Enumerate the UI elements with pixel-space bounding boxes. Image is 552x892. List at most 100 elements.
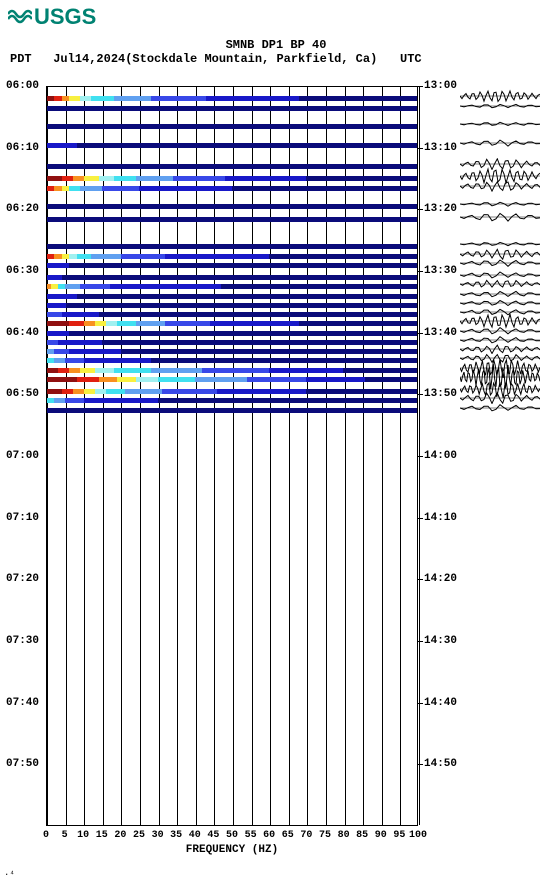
waveform-trace [460, 241, 540, 247]
spectrogram-segment [306, 389, 417, 394]
spectrogram-segment [69, 263, 417, 268]
spectrogram-segment [69, 368, 80, 373]
spectrogram-row [47, 389, 417, 394]
tick-mark [418, 271, 423, 272]
spectrogram-segment [69, 254, 76, 259]
waveform-panel [460, 86, 540, 826]
spectrogram-segment [80, 368, 95, 373]
spectrogram-segment [47, 368, 58, 373]
spectrogram-segment [114, 368, 151, 373]
waveform-trace [460, 271, 540, 279]
spectrogram-row [47, 331, 417, 336]
spectrogram-segment [210, 321, 299, 326]
gridline [345, 87, 346, 825]
spectrogram-row [47, 284, 417, 289]
spectrogram-segment [77, 377, 99, 382]
spectrogram-segment [117, 321, 136, 326]
tick-mark [418, 518, 423, 519]
tick-mark [418, 333, 423, 334]
spectrogram-segment [136, 377, 158, 382]
spectrogram-segment [269, 368, 343, 373]
spectrogram-segment [47, 217, 417, 222]
y-tick-right: 14:00 [424, 450, 457, 462]
spectrogram-row [47, 294, 417, 299]
x-tick-label: 10 [77, 830, 89, 841]
spectrogram-segment [84, 321, 95, 326]
waveform-trace [460, 89, 540, 103]
x-tick-label: 90 [375, 830, 387, 841]
spectrogram-row [47, 164, 417, 169]
spectrogram-row [47, 340, 417, 345]
y-tick-left: 06:40 [6, 327, 39, 339]
gridline [214, 87, 215, 825]
spectrogram-row [47, 303, 417, 308]
waveform-trace [460, 248, 540, 260]
spectrogram-segment [54, 186, 61, 191]
spectrogram-segment [95, 368, 114, 373]
x-tick-label: 20 [114, 830, 126, 841]
logo-text: USGS [34, 4, 96, 29]
spectrogram-segment [47, 398, 54, 403]
waveform-trace [460, 336, 540, 344]
spectrogram-segment [69, 331, 417, 336]
spectrogram-row [47, 217, 417, 222]
gridline [140, 87, 141, 825]
spectrogram-segment [106, 321, 117, 326]
spectrogram-segment [47, 321, 69, 326]
spectrogram-segment [232, 186, 417, 191]
x-tick-label: 55 [245, 830, 257, 841]
spectrogram-segment [299, 321, 417, 326]
gridline [84, 87, 85, 825]
gridline [66, 87, 67, 825]
spectrogram-segment [47, 186, 54, 191]
spectrogram-segment [80, 284, 110, 289]
x-tick-label: 75 [319, 830, 331, 841]
x-tick-label: 40 [189, 830, 201, 841]
gridline [121, 87, 122, 825]
x-tick-label: 45 [207, 830, 219, 841]
spectrogram-segment [58, 284, 65, 289]
spectrogram-segment [136, 176, 173, 181]
x-tick-label: 35 [170, 830, 182, 841]
spectrogram-segment [221, 284, 417, 289]
spectrogram-segment [62, 389, 73, 394]
x-tick-label: 70 [300, 830, 312, 841]
footnote: ·⁴ [4, 870, 15, 880]
waveform-trace [460, 290, 540, 298]
waveform-trace [460, 103, 540, 109]
gridline [326, 87, 327, 825]
spectrogram-segment [158, 377, 195, 382]
x-tick-label: 80 [338, 830, 350, 841]
spectrogram-segment [73, 389, 84, 394]
y-tick-left: 07:40 [6, 697, 39, 709]
spectrogram-segment [69, 186, 80, 191]
spectrogram-segment [62, 96, 69, 101]
spectrogram-segment [65, 284, 80, 289]
spectrogram-segment [139, 186, 232, 191]
spectrogram-segment [54, 358, 65, 363]
tick-mark [418, 394, 423, 395]
spectrogram-segment [80, 186, 102, 191]
spectrogram-segment [47, 349, 54, 354]
spectrogram-segment [202, 368, 269, 373]
tick-mark [418, 579, 423, 580]
x-tick-label: 85 [356, 830, 368, 841]
spectrogram-segment [121, 349, 417, 354]
gridline [47, 87, 48, 825]
spectrogram-segment [114, 96, 151, 101]
waveform-trace [460, 404, 540, 412]
spectrogram-segment [47, 204, 417, 209]
spectrogram-segment [77, 143, 417, 148]
waveform-trace [460, 139, 540, 147]
spectrogram-row [47, 254, 417, 259]
spectrogram-segment [77, 294, 417, 299]
y-tick-right: 14:20 [424, 573, 457, 585]
spectrogram-segment [84, 398, 158, 403]
spectrogram-row [47, 275, 417, 280]
spectrogram-row [47, 408, 417, 413]
spectrogram-row [47, 368, 417, 373]
gridline [289, 87, 290, 825]
spectrogram-segment [165, 321, 209, 326]
gridline [382, 87, 383, 825]
spectrogram-row [47, 143, 417, 148]
